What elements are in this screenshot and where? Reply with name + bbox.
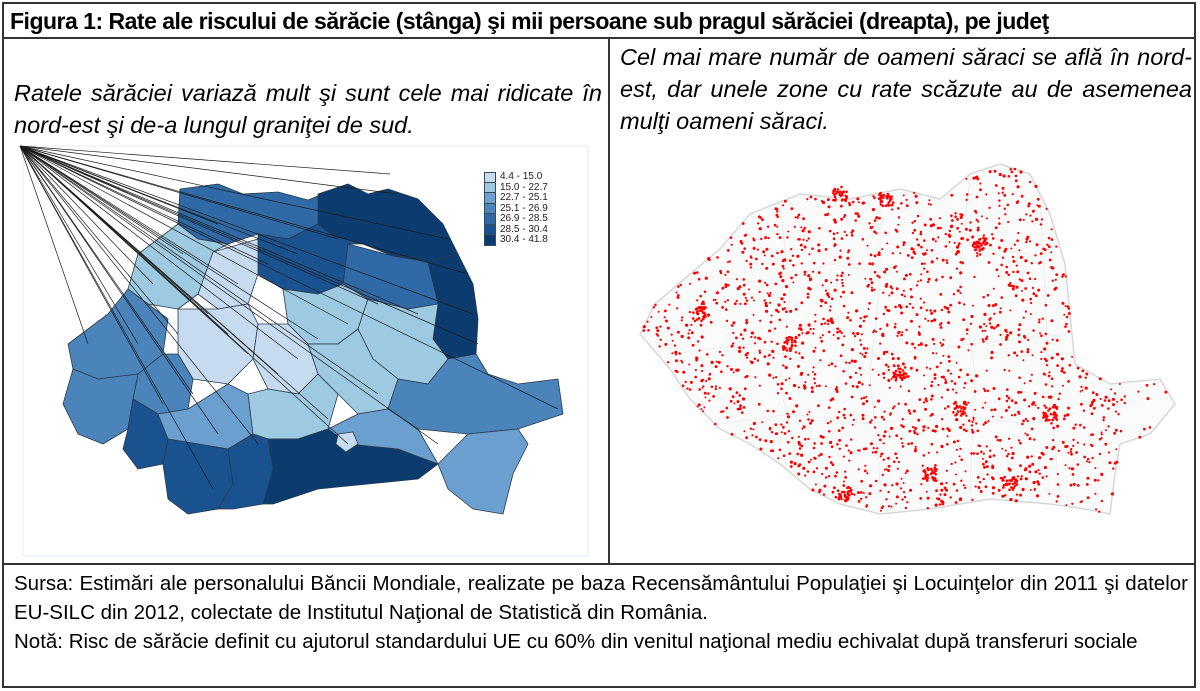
legend-label: 30.4 - 41.8 bbox=[500, 234, 548, 246]
legend-label: 26.9 - 28.5 bbox=[500, 213, 548, 225]
legend-item: 26.9 - 28.5 bbox=[484, 214, 584, 225]
right-panel: Cel mai mare număr de oameni săraci se a… bbox=[610, 39, 1196, 563]
legend-swatch bbox=[484, 224, 496, 235]
legend-label: 25.1 - 26.9 bbox=[500, 202, 548, 214]
legend-item: 28.5 - 30.4 bbox=[484, 223, 584, 235]
legend-item: 15.0 - 22.7 bbox=[484, 181, 584, 193]
left-panel: Ratele sărăciei variază mult şi sunt cel… bbox=[4, 39, 610, 563]
right-caption: Cel mai mare număr de oameni săraci se a… bbox=[620, 44, 1192, 134]
legend-label: 28.5 - 30.4 bbox=[500, 223, 548, 235]
legend-item: 30.4 - 41.8 bbox=[484, 235, 584, 246]
legend-label: 4.4 - 15.0 bbox=[500, 172, 543, 183]
left-caption: Ratele sărăciei variază mult şi sunt cel… bbox=[14, 80, 602, 138]
title-row: Figura 1: Rate ale riscului de sărăcie (… bbox=[4, 4, 1194, 39]
poverty-rate-choropleth-map: 4.4 - 15.0 15.0 - 22.7 22.7 - 25.1 25.1 … bbox=[19, 145, 589, 557]
legend-item: 4.4 - 15.0 bbox=[484, 172, 584, 183]
source-text: Sursa: Estimări ale personalului Băncii … bbox=[14, 572, 1188, 624]
poor-population-dot-map bbox=[639, 163, 1176, 515]
legend-swatch bbox=[484, 235, 496, 246]
legend-label: 15.0 - 22.7 bbox=[500, 181, 548, 193]
footer: Sursa: Estimări ale personalului Băncii … bbox=[4, 563, 1194, 688]
legend-swatch bbox=[484, 214, 496, 225]
legend-swatch bbox=[484, 182, 496, 193]
legend-item: 22.7 - 25.1 bbox=[484, 193, 584, 204]
map-legend: 4.4 - 15.0 15.0 - 22.7 22.7 - 25.1 25.1 … bbox=[484, 172, 584, 246]
legend-item: 25.1 - 26.9 bbox=[484, 202, 584, 214]
legend-swatch bbox=[484, 172, 496, 183]
figure-title: Figura 1: Rate ale riscului de sărăcie (… bbox=[10, 8, 1049, 34]
legend-swatch bbox=[484, 203, 496, 214]
legend-label: 22.7 - 25.1 bbox=[500, 192, 548, 204]
poverty-dots bbox=[642, 167, 1168, 513]
legend-swatch bbox=[484, 193, 496, 204]
note-text: Notă: Risc de sărăcie definit cu ajutoru… bbox=[14, 630, 1138, 653]
